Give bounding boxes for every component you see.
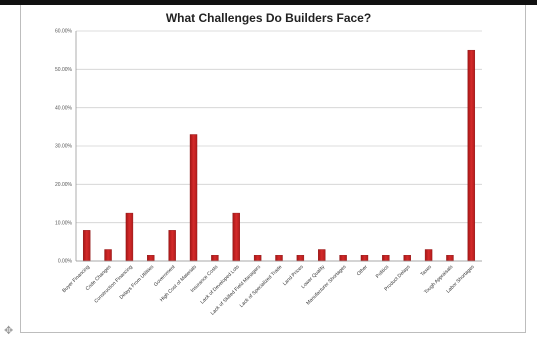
x-tick-label: Politics	[375, 264, 391, 280]
bar	[360, 255, 369, 262]
y-tick-label: 30.00%	[55, 144, 73, 150]
bar	[104, 249, 112, 262]
gridlines	[76, 30, 482, 262]
bar	[82, 230, 91, 262]
bar	[253, 255, 262, 262]
y-tick-label: 40.00%	[55, 105, 73, 111]
bar	[403, 255, 411, 262]
x-tick-label: Manufacturer Shortages	[305, 264, 348, 307]
bar	[211, 255, 219, 262]
x-tick-label: Taxes	[420, 264, 434, 278]
chart-frame	[20, 5, 526, 333]
bar	[446, 255, 454, 262]
x-tick-label: Other	[356, 264, 369, 277]
bar	[232, 212, 240, 262]
bar	[424, 249, 433, 262]
y-tick-label: 10.00%	[55, 220, 73, 226]
top-border-bar	[0, 0, 537, 5]
bars	[82, 49, 476, 262]
bar	[125, 212, 134, 262]
y-tick-label: 60.00%	[55, 29, 73, 35]
x-tick-label: Construction Financing	[93, 264, 134, 305]
y-tick-label: 20.00%	[55, 182, 73, 188]
bar	[467, 49, 476, 262]
chart-title: What Challenges Do Builders Face?	[165, 11, 372, 25]
bar	[382, 255, 390, 262]
move-handle-icon[interactable]: ✥	[4, 325, 14, 337]
x-tick-label: High Cost of Materials	[159, 264, 198, 303]
y-axis-ticks: 0.00% 10.00% 20.00% 30.00% 40.00% 50.00% 60.00…	[55, 29, 73, 265]
bar	[147, 255, 155, 262]
x-tick-label: Lack of Developed Lots	[199, 264, 241, 306]
bar	[275, 255, 283, 262]
x-tick-label: Lack of Specialized Trade	[239, 264, 284, 309]
bar	[318, 249, 326, 262]
y-tick-label: 0.00%	[58, 259, 73, 265]
bar	[296, 255, 305, 262]
bar	[168, 230, 176, 262]
bar	[189, 134, 198, 262]
bar	[339, 255, 347, 262]
y-tick-label: 50.00%	[55, 67, 73, 73]
